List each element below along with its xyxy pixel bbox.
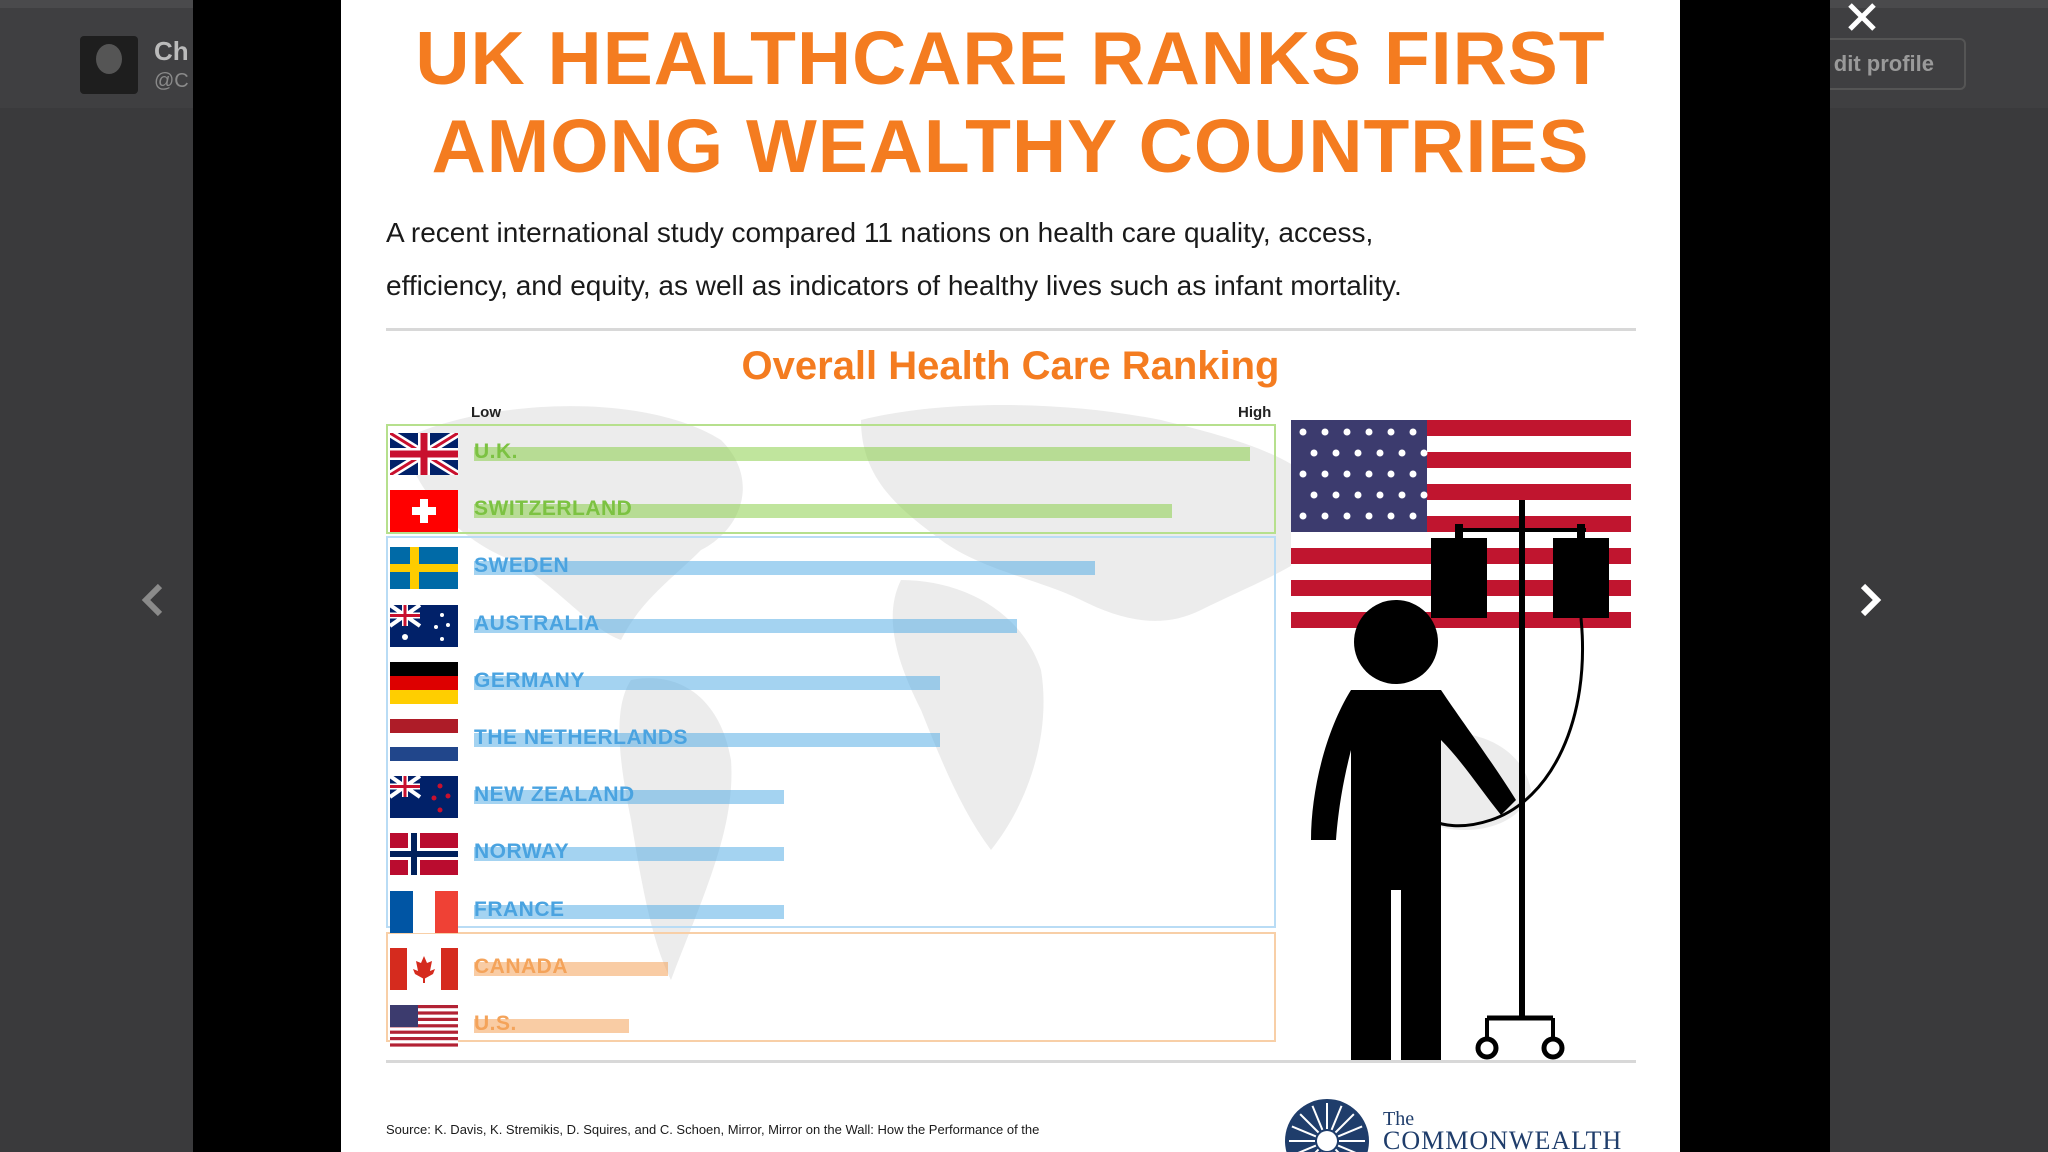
ranking-bar [474, 961, 668, 976]
edit-profile-button: dit profile [1790, 38, 1966, 90]
previous-image-button[interactable] [132, 580, 172, 620]
profile-handle: @C [154, 70, 189, 92]
country-label: GERMANY [474, 668, 585, 692]
close-icon [1848, 3, 1876, 31]
country-label: CANADA [474, 954, 568, 978]
profile-name: Ch [154, 36, 189, 66]
axis-high-label: High [1238, 404, 1272, 421]
chevron-left-icon [141, 583, 163, 617]
country-label: U.K. [474, 440, 518, 463]
france-flag-icon [390, 890, 458, 933]
ranking-row: AUSTRALIA [386, 600, 1276, 657]
chevron-right-icon [1860, 583, 1882, 617]
ranking-row: U.K. [386, 428, 1276, 485]
commonwealth-fund-logo: The COMMONWEALTH [1383, 1108, 1623, 1152]
country-label: U.S. [474, 1012, 517, 1035]
country-label: THE NETHERLANDS [474, 726, 689, 749]
infographic-title: UK HEALTHCARE RANKS FIRST AMONG WEALTHY … [415, 16, 1606, 188]
infographic-subtitle: A recent international study compared 11… [386, 217, 1402, 301]
australia-flag-icon [388, 602, 458, 647]
country-label: NEW ZEALAND [474, 783, 635, 807]
ranking-row: SWEDEN [386, 542, 1276, 599]
ranking-row: THE NETHERLANDS [386, 714, 1276, 771]
country-label: SWITZERLAND [474, 497, 633, 521]
ranking-row: GERMANY [386, 657, 1276, 714]
switzerland-flag-icon [390, 490, 458, 533]
middle-group-box [386, 536, 1276, 928]
commonwealth-fund-logo-icon [1285, 1099, 1369, 1152]
ranking-bar [474, 504, 1173, 519]
ranking-row: SWITZERLAND [386, 485, 1276, 542]
norway-flag-icon [390, 833, 458, 876]
close-lightbox-button[interactable] [1842, 0, 1882, 34]
ranking-bar [474, 618, 1018, 633]
bottom-group-box [386, 932, 1276, 1042]
ranking-bar [474, 447, 1250, 461]
sweden-flag-icon [390, 547, 458, 590]
divider-top [386, 328, 1636, 331]
netherlands-flag-icon [390, 719, 458, 761]
us-flag-icon [390, 1005, 458, 1047]
new-zealand-flag-icon [388, 774, 458, 819]
patient-iv-illustration [1291, 420, 1631, 1060]
country-label: NORWAY [474, 840, 570, 864]
ranking-row: FRANCE [386, 886, 1276, 943]
infographic-image: UK HEALTHCARE RANKS FIRST AMONG WEALTHY … [341, 0, 1680, 1152]
ranking-bar [474, 904, 785, 919]
country-label: FRANCE [474, 897, 565, 921]
ranking-bar [474, 733, 940, 747]
chart-title: Overall Health Care Ranking [741, 344, 1280, 388]
top-group-box [386, 424, 1276, 534]
ranking-bar [474, 561, 1095, 576]
ranking-bar [474, 790, 785, 805]
next-image-button[interactable] [1851, 580, 1891, 620]
ranking-bar [474, 847, 785, 862]
ranking-row: NEW ZEALAND [386, 771, 1276, 828]
ranking-bar [474, 675, 940, 690]
country-label: SWEDEN [474, 554, 570, 578]
patient-figure [1311, 600, 1516, 1060]
axis-low-label: Low [471, 404, 501, 421]
ranking-row: NORWAY [386, 828, 1276, 885]
ranking-row: U.S. [386, 1000, 1276, 1057]
country-label: AUSTRALIA [474, 611, 600, 635]
source-citation: Source: K. Davis, K. Stremikis, D. Squir… [386, 1122, 1040, 1137]
avatar [80, 36, 138, 94]
canada-flag-icon [390, 947, 458, 990]
ranking-row: CANADA [386, 943, 1276, 1000]
ranking-bar [474, 1019, 630, 1033]
germany-flag-icon [390, 661, 458, 704]
uk-flag-icon [387, 429, 461, 479]
divider-bottom [386, 1060, 1636, 1063]
iv-stand-graphic [1430, 500, 1609, 1060]
